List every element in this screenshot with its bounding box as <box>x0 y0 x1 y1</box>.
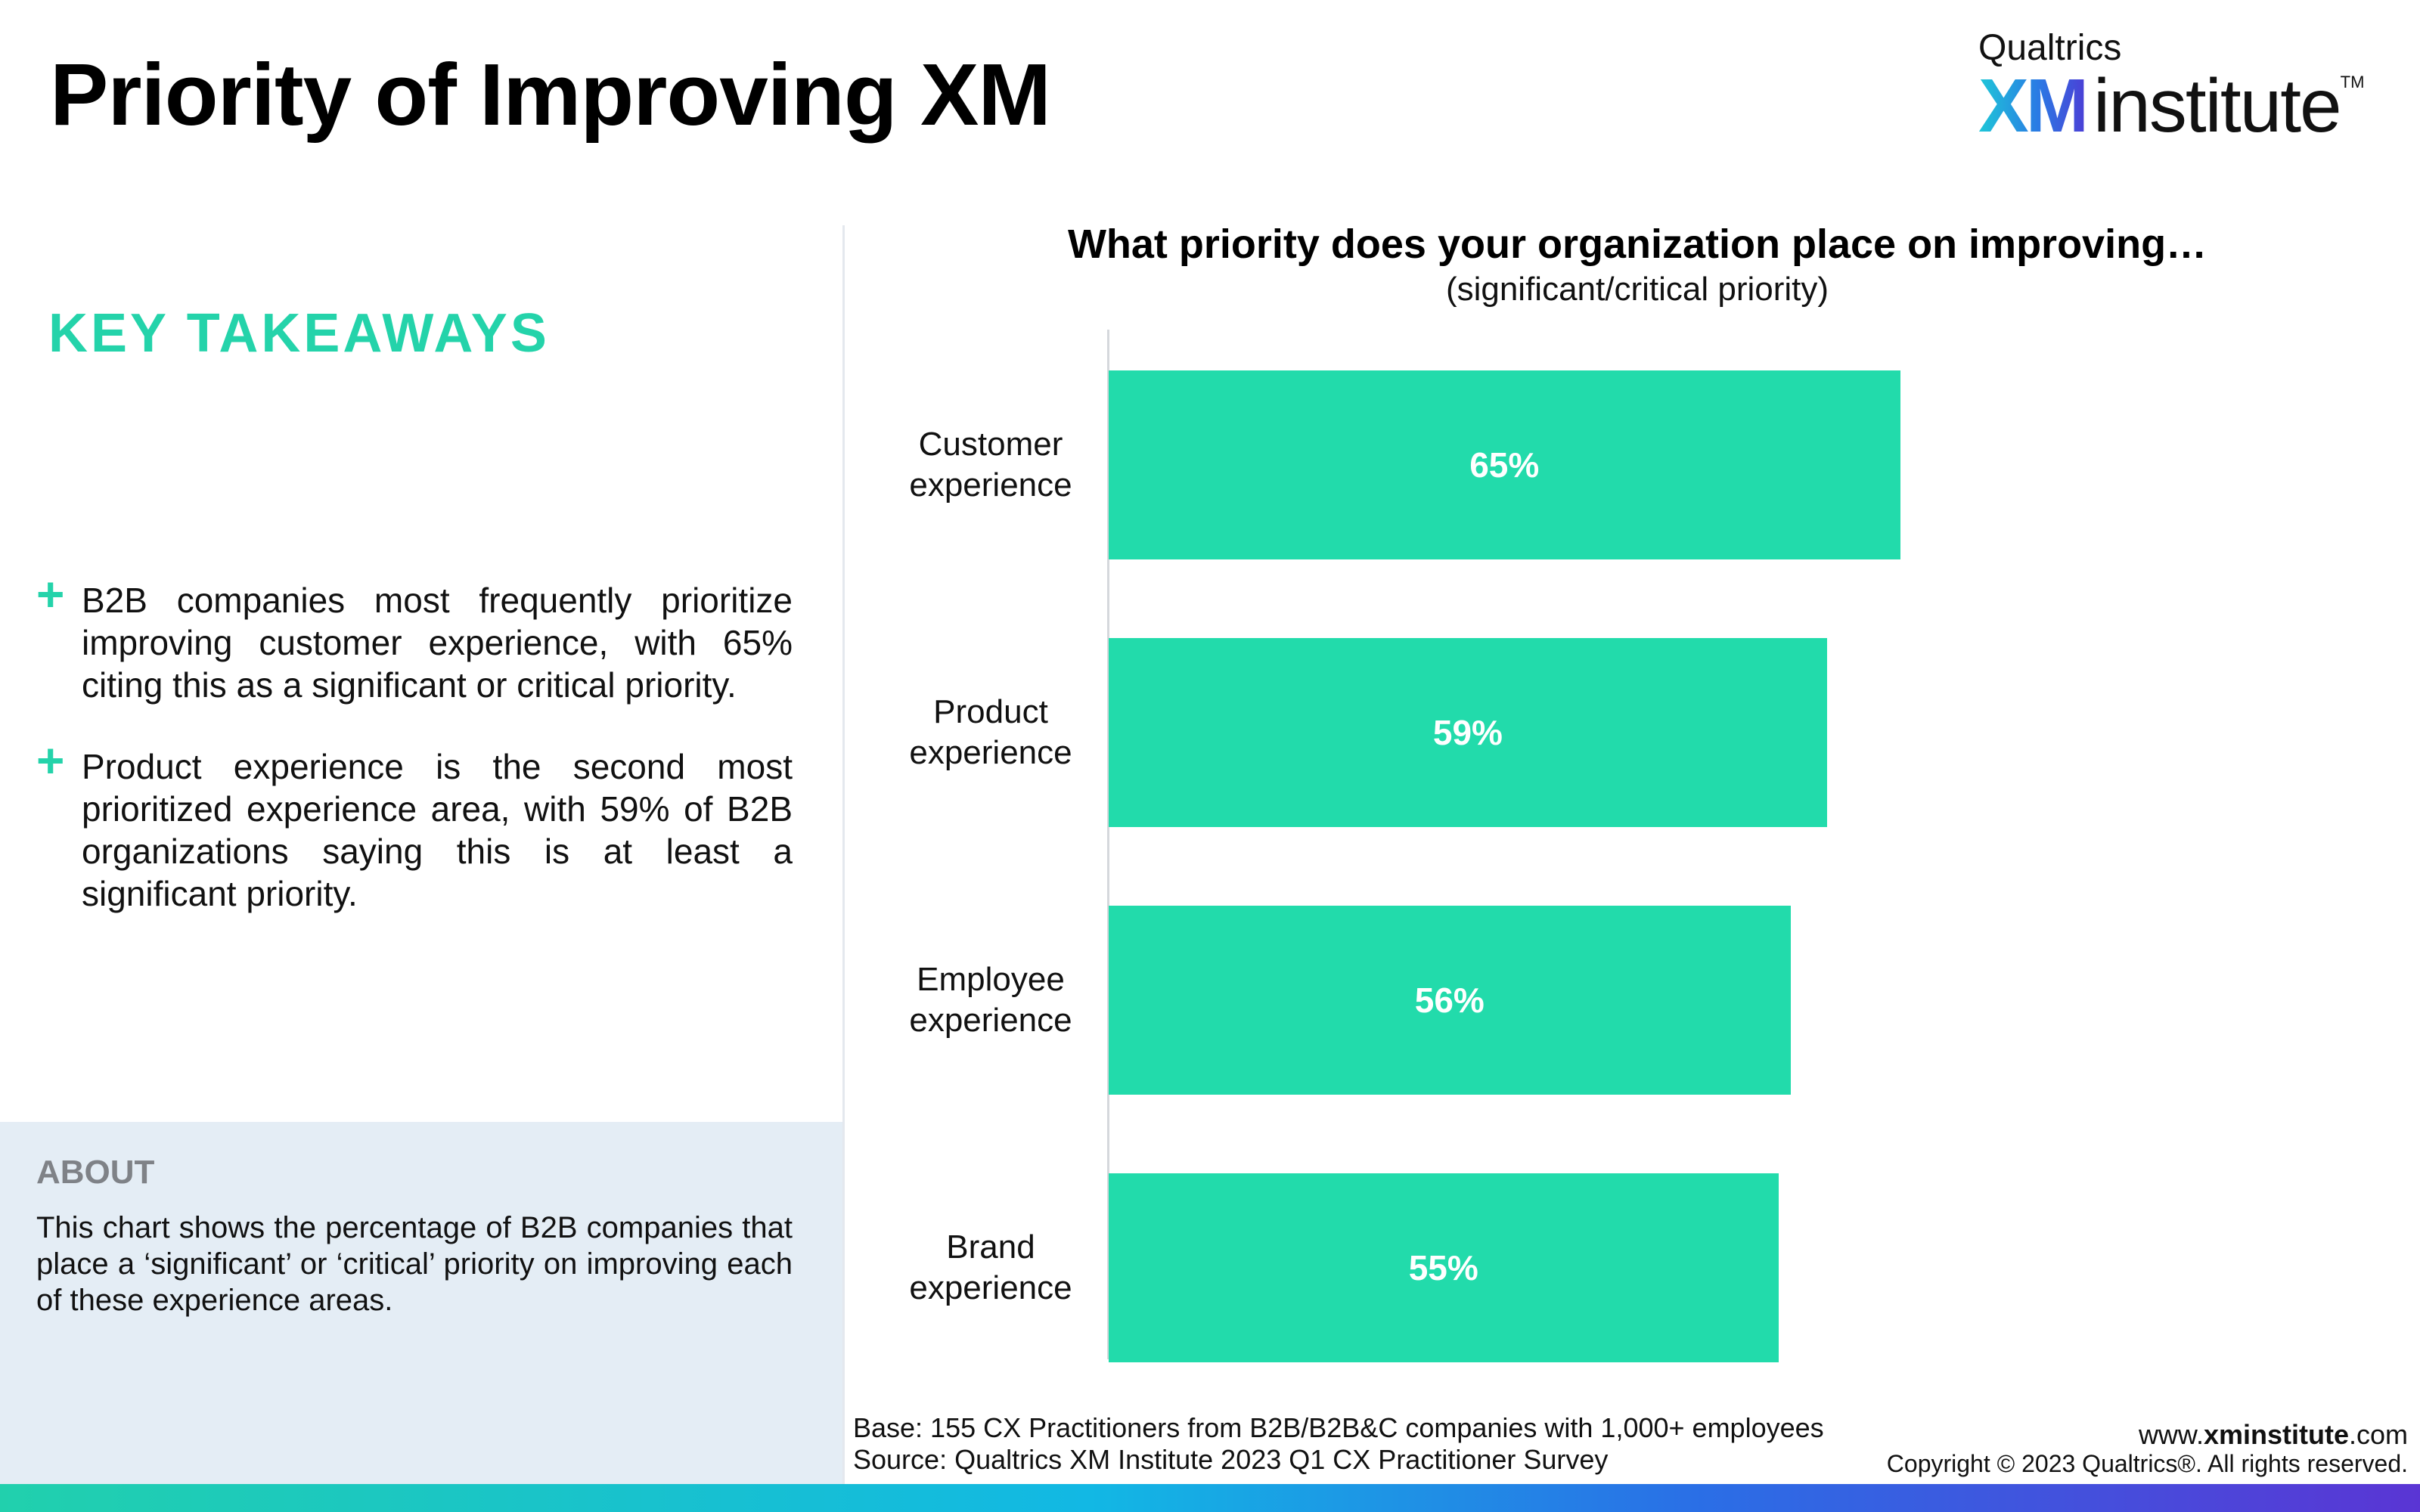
logo-institute-text: institute <box>2093 64 2342 148</box>
page-title: Priority of Improving XM <box>50 45 1051 144</box>
base-note: Base: 155 CX Practitioners from B2B/B2B&… <box>853 1412 1824 1443</box>
about-panel: ABOUT This chart shows the percentage of… <box>0 1122 842 1484</box>
category-label-line: experience <box>909 734 1072 771</box>
website-link[interactable]: www.xminstitute.com <box>2139 1419 2408 1451</box>
category-label-line: experience <box>909 1002 1072 1039</box>
source-note: Source: Qualtrics XM Institute 2023 Q1 C… <box>853 1444 1609 1475</box>
takeaway-item: + Product experience is the second most … <box>36 736 793 915</box>
bar-value-label: 65% <box>1469 445 1540 485</box>
category-label-line: Product <box>933 693 1048 730</box>
category-label-line: Brand <box>946 1228 1035 1266</box>
category-label-line: experience <box>909 466 1072 503</box>
about-heading: ABOUT <box>36 1154 155 1191</box>
bar-value-label: 55% <box>1408 1248 1478 1287</box>
website-suffix: .com <box>2348 1419 2408 1450</box>
category-label: Employee experience <box>877 959 1104 1041</box>
takeaway-text: B2B companies most frequently prioritize… <box>82 581 793 705</box>
bar-value-label: 59% <box>1432 713 1503 752</box>
chart-title: What priority does your organization pla… <box>1067 222 2207 267</box>
bar-employee-experience <box>1109 906 1791 1095</box>
logo-xm-text: XM <box>1978 64 2089 148</box>
website-domain: xminstitute <box>2203 1419 2349 1450</box>
bar-brand-experience <box>1109 1173 1779 1362</box>
key-takeaways-heading: KEY TAKEAWAYS <box>48 303 550 364</box>
category-label: Brand experience <box>877 1227 1104 1309</box>
bar-value-label: 56% <box>1414 981 1485 1020</box>
plus-icon: + <box>36 733 65 788</box>
bar-customer-experience <box>1109 370 1900 559</box>
logo-trademark: TM <box>2340 73 2365 91</box>
vertical-divider <box>842 225 845 1484</box>
chart-footnote: Base: 155 CX Practitioners from B2B/B2B&… <box>853 1412 1824 1476</box>
category-label-line: Employee <box>917 961 1065 998</box>
takeaway-text: Product experience is the second most pr… <box>82 747 793 913</box>
bar-product-experience <box>1109 638 1827 827</box>
chart-axis-line <box>1107 330 1109 1359</box>
category-label: Product experience <box>877 692 1104 773</box>
plus-icon: + <box>36 567 65 621</box>
category-label: Customer experience <box>877 424 1104 506</box>
chart-subtitle: (significant/critical priority) <box>1445 271 1829 308</box>
about-text: This chart shows the percentage of B2B c… <box>36 1211 793 1317</box>
xm-institute-logo: Qualtrics XM instituteTM <box>1978 28 2364 144</box>
website-prefix: www. <box>2138 1419 2204 1450</box>
category-label-line: Customer <box>918 426 1063 463</box>
copyright-text: Copyright © 2023 Qualtrics®. All rights … <box>1886 1450 2408 1477</box>
logo-qualtrics-text: Qualtrics <box>1978 28 2122 68</box>
logo-wordmark: XM instituteTM <box>1978 68 2364 144</box>
takeaway-item: + B2B companies most frequently prioriti… <box>36 570 793 706</box>
category-label-line: experience <box>909 1269 1072 1306</box>
bottom-gradient-bar <box>0 1484 2420 1512</box>
